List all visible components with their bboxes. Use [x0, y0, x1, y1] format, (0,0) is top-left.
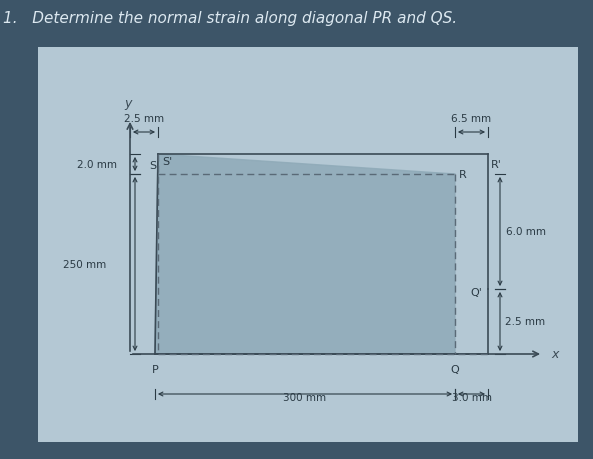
Text: x: x: [551, 347, 559, 360]
Text: 2.5 mm: 2.5 mm: [505, 317, 545, 327]
Text: 2.5 mm: 2.5 mm: [124, 114, 164, 124]
Text: S': S': [162, 157, 172, 167]
Text: 6.0 mm: 6.0 mm: [506, 227, 546, 237]
Text: R': R': [491, 160, 502, 170]
Text: y: y: [125, 97, 132, 110]
Text: 250 mm: 250 mm: [63, 259, 107, 269]
Text: P: P: [152, 364, 158, 374]
Text: 1.   Determine the normal strain along diagonal PR and QS.: 1. Determine the normal strain along dia…: [3, 11, 457, 27]
Polygon shape: [155, 155, 455, 354]
Bar: [38, 48, 578, 442]
Text: Q: Q: [451, 364, 460, 374]
Text: 300 mm: 300 mm: [283, 392, 327, 402]
Text: R: R: [459, 170, 467, 179]
Text: Q': Q': [470, 287, 482, 297]
Text: 2.0 mm: 2.0 mm: [77, 160, 117, 170]
Text: 6.5 mm: 6.5 mm: [451, 114, 492, 124]
Text: S: S: [149, 161, 156, 171]
Text: 3.0 mm: 3.0 mm: [451, 392, 492, 402]
